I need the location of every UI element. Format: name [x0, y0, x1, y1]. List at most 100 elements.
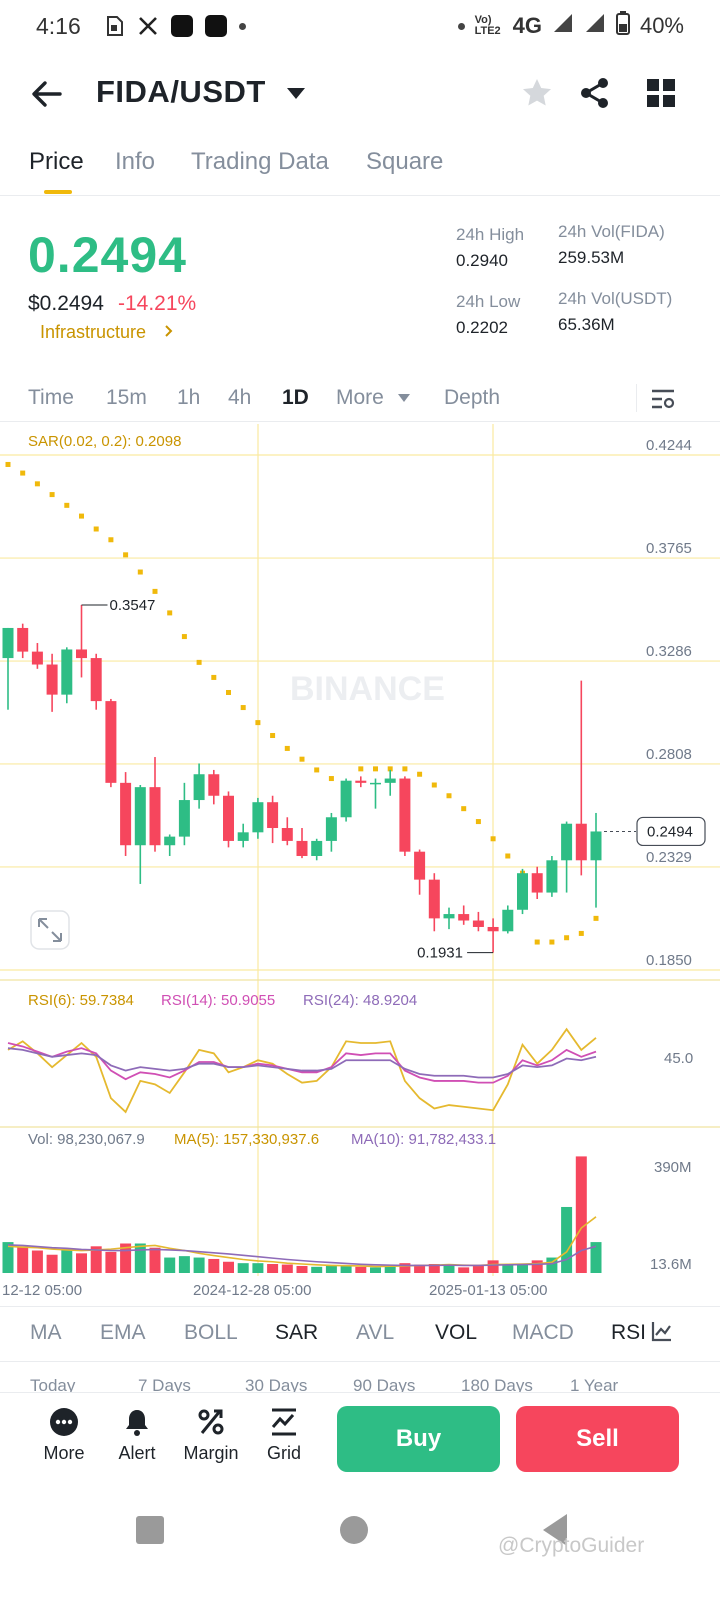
battery-icon — [615, 11, 630, 41]
tf-4h[interactable]: 4h — [228, 386, 252, 409]
volume-bar — [208, 1258, 220, 1273]
volume-bar — [237, 1263, 249, 1273]
back-arrow-icon[interactable] — [30, 78, 64, 110]
x-label-1: 12-12 05:00 — [2, 1282, 82, 1299]
tab-info[interactable]: Info — [115, 148, 156, 175]
sar-label: SAR(0.02, 0.2): 0.2098 — [28, 433, 181, 450]
candle — [458, 905, 470, 925]
candle — [120, 772, 132, 856]
period-180d[interactable]: 180 Days — [461, 1376, 533, 1392]
candle — [267, 795, 279, 844]
chart-grid — [0, 424, 720, 1276]
more-label: More — [43, 1443, 85, 1463]
volume-bar — [223, 1261, 234, 1273]
candle — [472, 911, 484, 932]
sar-dot — [196, 659, 202, 665]
grid-label: Grid — [266, 1443, 301, 1463]
period-90d[interactable]: 90 Days — [353, 1376, 416, 1392]
chart-settings-icon[interactable] — [650, 386, 676, 417]
volte-label: Vo) LTE2 — [474, 14, 501, 37]
last-price-label: 0.2494 — [647, 823, 693, 840]
sell-button[interactable]: Sell — [516, 1406, 679, 1472]
period-today[interactable]: Today — [30, 1376, 76, 1392]
tab-price[interactable]: Price — [29, 148, 84, 175]
divider — [636, 384, 637, 412]
margin-action[interactable]: Margin — [176, 1407, 246, 1464]
usd-price: $0.2494 — [28, 292, 104, 315]
ind-rsi[interactable]: RSI — [611, 1321, 645, 1344]
y-tick-label: 0.3286 — [646, 643, 692, 660]
tf-time[interactable]: Time — [28, 386, 74, 409]
tf-more[interactable]: More — [336, 386, 384, 409]
share-icon[interactable] — [578, 76, 612, 110]
y-tick-label: 0.2808 — [646, 746, 692, 763]
volume-bar — [561, 1206, 573, 1273]
volume-bar — [517, 1264, 528, 1273]
grid-action[interactable]: Grid — [249, 1407, 319, 1464]
indicator-settings-icon[interactable] — [650, 1319, 674, 1348]
rsi14-line — [7, 1042, 597, 1084]
candle — [399, 776, 411, 856]
high-value: 0.2940 — [456, 251, 508, 270]
volume-bar — [590, 1242, 602, 1273]
ind-boll[interactable]: BOLL — [184, 1321, 238, 1344]
vol-tick-low: 13.6M — [650, 1256, 692, 1273]
trading-pair-title[interactable]: FIDA/USDT — [96, 74, 266, 109]
ind-sar[interactable]: SAR — [275, 1321, 319, 1344]
back-triangle-icon[interactable] — [543, 1514, 567, 1546]
rsi24-line — [7, 1047, 597, 1079]
volume-bar — [399, 1263, 411, 1273]
ind-avl[interactable]: AVL — [356, 1321, 395, 1344]
ind-vol[interactable]: VOL — [435, 1321, 478, 1344]
tf-1d[interactable]: 1D — [282, 386, 309, 409]
ind-ema[interactable]: EMA — [100, 1321, 146, 1344]
vol-tick-high: 390M — [654, 1159, 692, 1176]
candle — [237, 823, 249, 848]
period-30d[interactable]: 30 Days — [245, 1376, 308, 1392]
candle — [414, 849, 426, 895]
volume-bar — [46, 1254, 58, 1273]
caret-down-icon[interactable] — [287, 88, 305, 99]
home-icon[interactable] — [340, 1516, 368, 1544]
tf-15m[interactable]: 15m — [106, 386, 147, 409]
candle — [193, 763, 205, 809]
star-icon[interactable] — [520, 76, 554, 110]
tab-trading-data[interactable]: Trading Data — [191, 148, 329, 175]
layout-grid-icon[interactable] — [644, 76, 678, 110]
sar-dot — [270, 733, 276, 739]
volume-bar — [502, 1265, 514, 1273]
more-action[interactable]: More — [29, 1407, 99, 1464]
volume-bar — [193, 1257, 205, 1273]
recents-icon[interactable] — [136, 1516, 164, 1544]
vol-ma5-label: MA(5): 157,330,937.6 — [174, 1131, 319, 1148]
detail-tabs: Price Info Trading Data Square — [0, 140, 720, 196]
volume-bar — [370, 1267, 381, 1273]
sar-dot — [34, 481, 40, 487]
volume-bar — [384, 1266, 396, 1273]
buy-button[interactable]: Buy — [337, 1406, 500, 1472]
active-tab-indicator — [44, 190, 72, 194]
candle — [517, 868, 528, 915]
period-7d[interactable]: 7 Days — [138, 1376, 191, 1392]
category-link[interactable]: Infrastructure — [40, 322, 175, 343]
candle — [31, 643, 43, 669]
ind-ma[interactable]: MA — [30, 1321, 62, 1344]
vol-quote-value: 65.36M — [558, 315, 615, 334]
rsi24-label: RSI(24): 48.9204 — [303, 992, 417, 1009]
status-bar: 4:16 Vo) LTE2 4G 40% — [0, 0, 720, 52]
sar-dot — [417, 771, 423, 777]
volume-bar — [311, 1266, 323, 1273]
action-bar: More Alert Margin Grid Buy Sell — [0, 1392, 720, 1492]
alert-action[interactable]: Alert — [102, 1407, 172, 1464]
candle — [61, 647, 73, 704]
tf-depth[interactable]: Depth — [444, 386, 501, 409]
price-axis: 0.4244 0.3765 0.3286 0.2808 0.2329 0.1850 — [646, 437, 692, 969]
x-label-2: 2024-12-28 05:00 — [193, 1282, 311, 1299]
expand-chart-icon[interactable] — [30, 910, 70, 950]
ind-macd[interactable]: MACD — [512, 1321, 574, 1344]
tab-square[interactable]: Square — [366, 148, 444, 175]
vol-label: Vol: 98,230,067.9 — [28, 1131, 145, 1148]
period-1y[interactable]: 1 Year — [570, 1376, 619, 1392]
tf-1h[interactable]: 1h — [177, 386, 201, 409]
